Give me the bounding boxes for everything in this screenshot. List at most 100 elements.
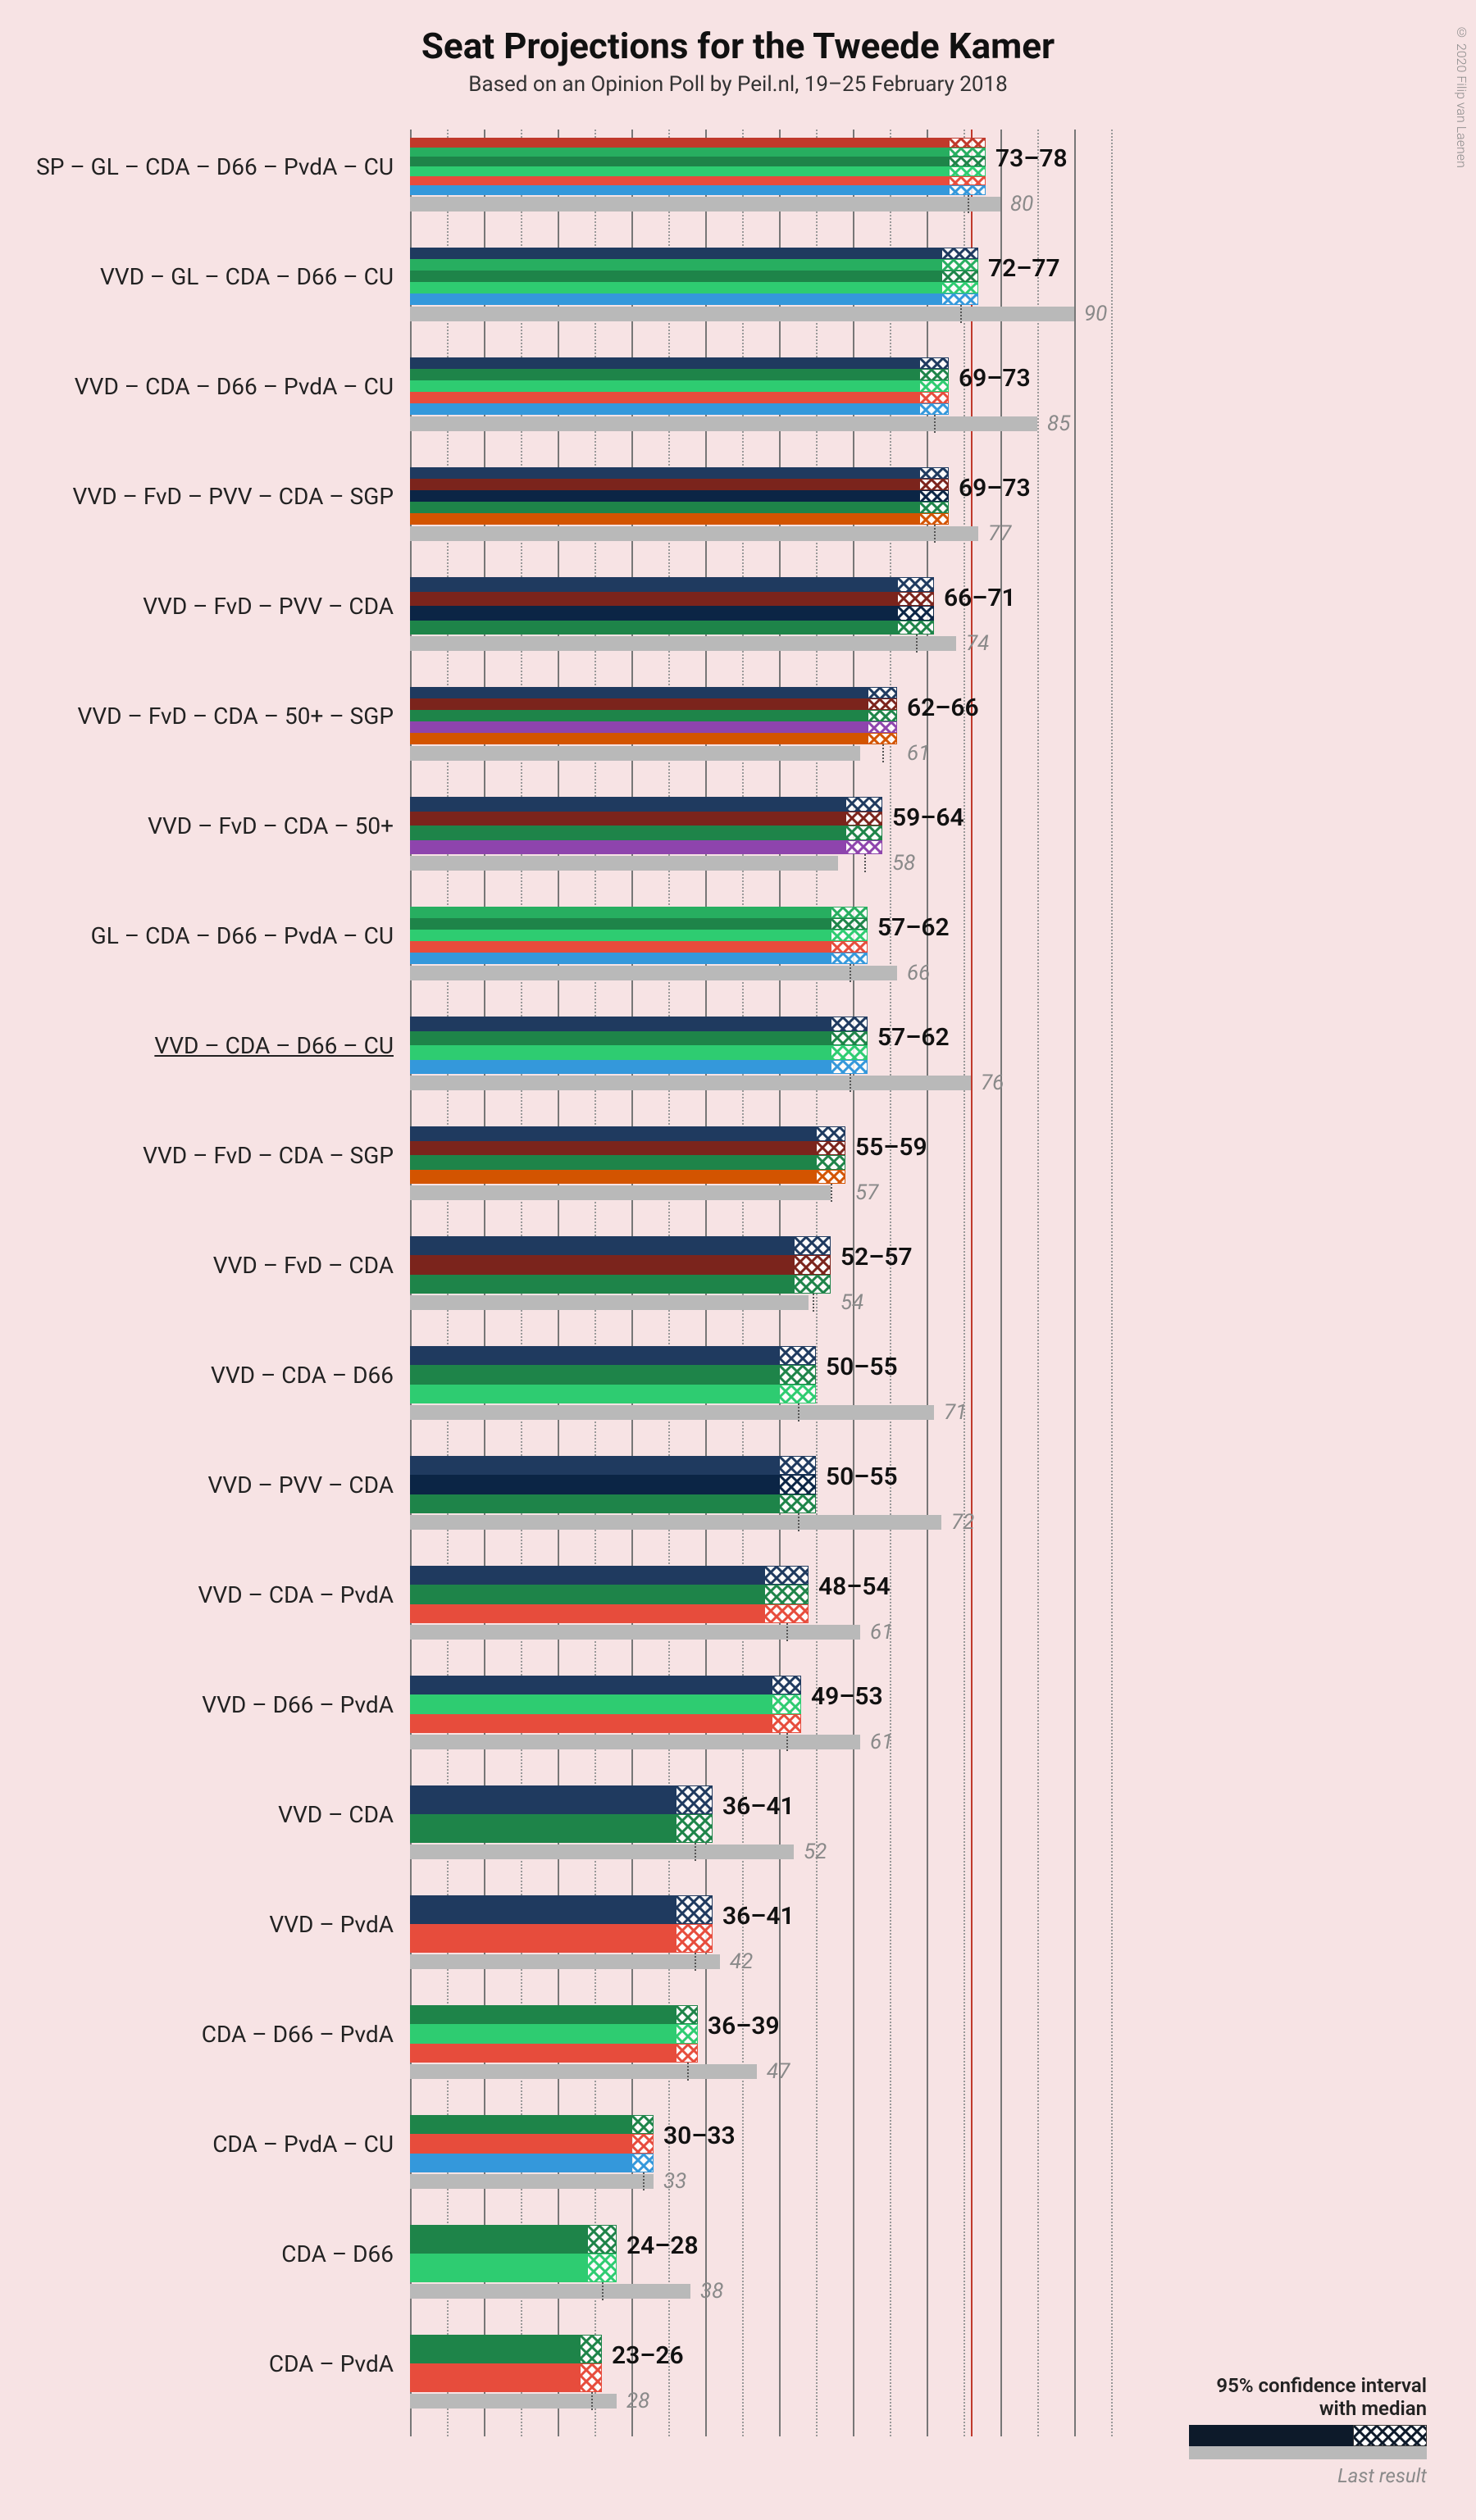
- last-result-label: 61: [870, 1620, 893, 1644]
- party-stripe: [410, 157, 949, 166]
- coalition-row: SP – GL – CDA – D66 – PvdA – CU73–7880: [0, 130, 1394, 220]
- ci-hatch: [845, 826, 882, 840]
- party-stripe: [410, 148, 949, 157]
- coalition-label: VVD – CDA – D66: [0, 1362, 394, 1389]
- ci-hatch: [587, 2225, 617, 2254]
- median-tick: [695, 1843, 696, 1861]
- party-stripe: [410, 1676, 772, 1694]
- party-stripe: [410, 2044, 676, 2063]
- ci-hatch: [919, 490, 949, 502]
- ci-hatch: [897, 621, 934, 635]
- range-label: 72–77: [988, 254, 1060, 283]
- ci-hatch: [772, 1694, 801, 1713]
- range-label: 59–64: [892, 803, 964, 832]
- coalition-bar: [410, 907, 831, 964]
- ci-hatch: [794, 1275, 831, 1294]
- party-stripe: [410, 577, 897, 592]
- ci-hatch: [831, 1031, 868, 1046]
- ci-hatch: [919, 467, 949, 479]
- range-label: 23–26: [612, 2341, 684, 2370]
- last-result-label: 33: [663, 2169, 686, 2194]
- median-tick: [831, 1184, 832, 1202]
- coalition-bar: [410, 577, 897, 635]
- party-stripe: [410, 1714, 772, 1733]
- range-label: 36–41: [722, 1902, 795, 1931]
- last-result-bar: [410, 1954, 720, 1969]
- ci-hatch: [831, 918, 868, 930]
- ci-hatch: [676, 2044, 698, 2063]
- coalition-label: GL – CDA – D66 – PvdA – CU: [0, 923, 394, 949]
- median-tick: [960, 305, 962, 323]
- ci-hatch: [779, 1365, 816, 1384]
- party-stripe: [410, 592, 897, 607]
- copyright: © 2020 Filip van Laenen: [1454, 25, 1469, 168]
- party-stripe: [410, 259, 941, 271]
- coalition-row: VVD – FvD – CDA – SGP55–5957: [0, 1118, 1394, 1208]
- ci-hatch: [764, 1604, 809, 1623]
- last-result-bar: [410, 1625, 860, 1640]
- ci-hatch: [772, 1676, 801, 1694]
- party-stripe: [410, 1494, 779, 1513]
- ci-hatch: [764, 1585, 809, 1603]
- party-stripe: [410, 1275, 794, 1294]
- range-label: 30–33: [663, 2122, 736, 2150]
- party-stripe: [410, 721, 868, 733]
- ci-hatch: [587, 2254, 617, 2282]
- party-stripe: [410, 1895, 676, 1924]
- party-stripe: [410, 1785, 676, 1814]
- last-result-bar: [410, 1735, 860, 1749]
- ci-hatch: [816, 1126, 845, 1141]
- party-stripe: [410, 1604, 764, 1623]
- median-tick: [850, 964, 851, 982]
- ci-hatch: [831, 930, 868, 941]
- ci-hatch: [816, 1170, 845, 1185]
- party-stripe: [410, 930, 831, 941]
- party-stripe: [410, 2254, 587, 2282]
- last-result-label: 28: [626, 2389, 649, 2413]
- coalition-row: VVD – GL – CDA – D66 – CU72–7790: [0, 239, 1394, 330]
- party-stripe: [410, 2154, 631, 2172]
- chart-title: Seat Projections for the Tweede Kamer: [0, 25, 1476, 67]
- median-tick: [786, 1733, 788, 1751]
- ci-hatch: [631, 2115, 654, 2134]
- coalition-row: VVD – CDA – PvdA48–5461: [0, 1558, 1394, 1648]
- party-stripe: [410, 1045, 831, 1060]
- median-tick: [786, 1623, 788, 1641]
- range-label: 49–53: [811, 1682, 883, 1711]
- ci-hatch: [676, 2005, 698, 2024]
- range-label: 73–78: [995, 144, 1068, 173]
- range-label: 69–73: [959, 474, 1031, 503]
- party-stripe: [410, 2363, 580, 2392]
- ci-hatch: [949, 166, 986, 176]
- party-stripe: [410, 2225, 587, 2254]
- last-result-label: 57: [855, 1180, 878, 1205]
- coalition-label: VVD – CDA: [0, 1802, 394, 1828]
- legend-title-line2: with median: [1115, 2397, 1427, 2420]
- median-tick: [850, 1074, 851, 1092]
- last-result-label: 58: [892, 851, 915, 876]
- party-stripe: [410, 797, 845, 812]
- coalition-row: VVD – PVV – CDA50–5572: [0, 1448, 1394, 1538]
- coalition-label: VVD – CDA – D66 – PvdA – CU: [0, 374, 394, 400]
- party-stripe: [410, 248, 941, 259]
- legend-last-label: Last result: [1115, 2464, 1427, 2487]
- party-stripe: [410, 357, 919, 369]
- legend: 95% confidence interval with median Last…: [1115, 2374, 1427, 2487]
- ci-hatch: [794, 1236, 831, 1255]
- ci-hatch: [764, 1566, 809, 1585]
- party-stripe: [410, 907, 831, 918]
- party-stripe: [410, 502, 919, 513]
- range-label: 24–28: [626, 2231, 699, 2260]
- ci-hatch: [941, 248, 978, 259]
- ci-hatch: [676, 1924, 713, 1953]
- last-result-label: 74: [966, 631, 989, 656]
- ci-hatch: [919, 380, 949, 392]
- median-tick: [643, 2172, 645, 2190]
- last-result-bar: [410, 2064, 757, 2079]
- party-stripe: [410, 953, 831, 964]
- party-stripe: [410, 1456, 779, 1475]
- last-result-label: 54: [840, 1290, 863, 1315]
- last-result-bar: [410, 2284, 690, 2299]
- ci-hatch: [868, 733, 897, 744]
- party-stripe: [410, 2115, 631, 2134]
